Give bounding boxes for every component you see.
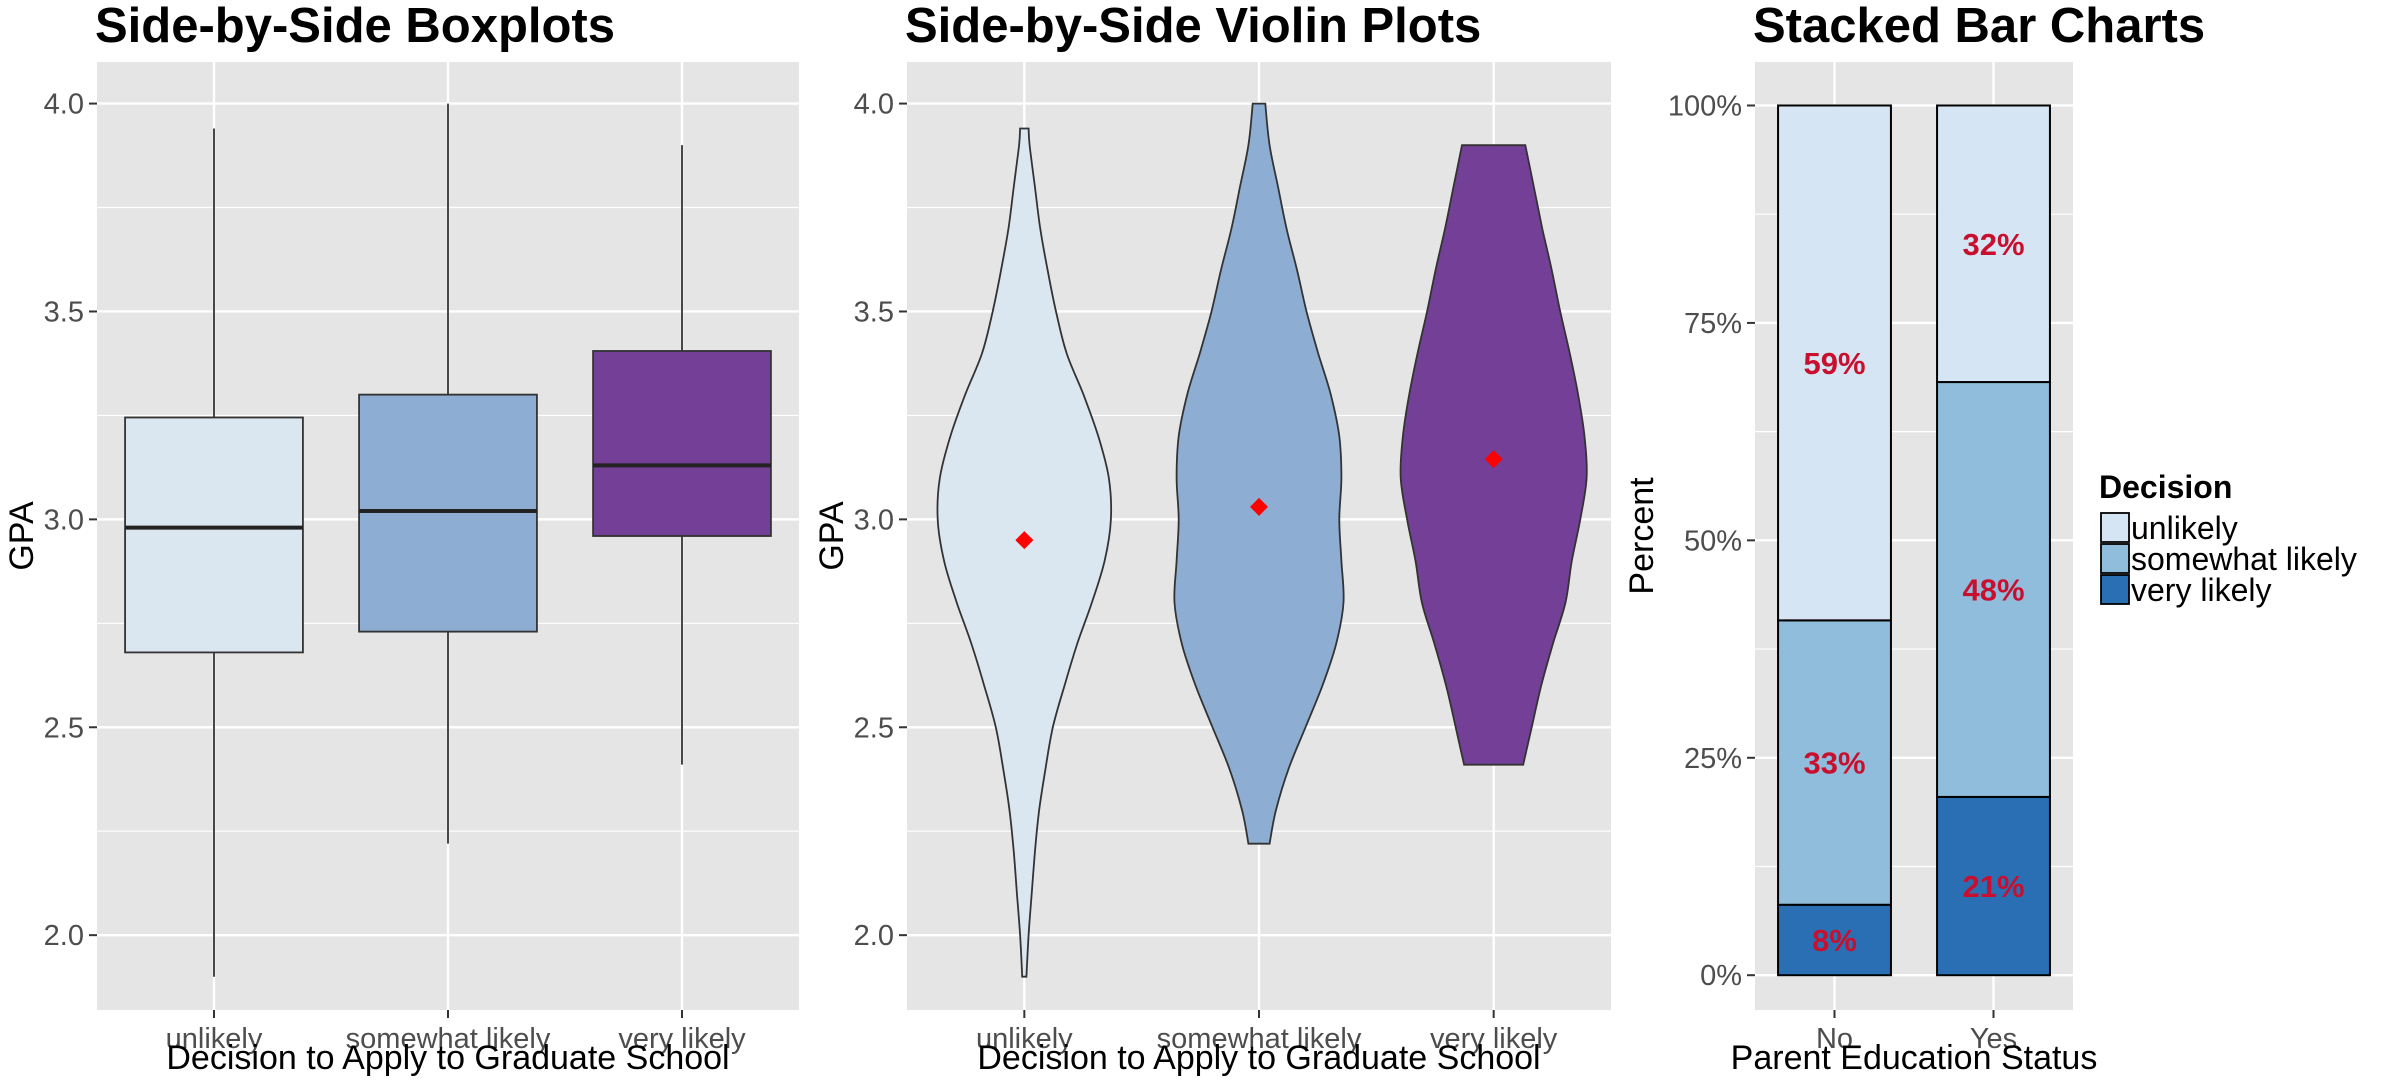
boxplot-x-tick-label: somewhat likely <box>346 1023 551 1055</box>
legend-swatch <box>2100 543 2130 574</box>
stacked-bar-data-labels: 8% 33% 59% 21% 48% 32% <box>1803 227 2024 958</box>
violin-y-tick-label: 2.0 <box>854 920 894 952</box>
boxplot-y-tick-label: 3.5 <box>44 296 84 328</box>
boxplot-y-tick-label: 2.0 <box>44 920 84 952</box>
violin-panel: Side-by-Side Violin Plots 2.0 2.5 3.0 3.5 4.… <box>813 0 1611 1077</box>
violin-marks <box>936 102 1588 978</box>
violin-y-axis-title: GPA <box>813 501 851 571</box>
violin-y-tick-label: 3.5 <box>854 296 894 328</box>
violin-y-tick-label: 3.0 <box>854 504 894 536</box>
violin-mean-marker <box>1250 497 1268 516</box>
legend-swatch <box>2100 512 2130 543</box>
stacked-bar-y-axis-title: Percent <box>1623 477 1661 595</box>
violin-x-axis-title: Decision to Apply to Graduate School <box>977 1039 1540 1077</box>
violin-x-tick-label: unlikely <box>976 1023 1073 1055</box>
stacked-bar-x-tick-label: No <box>1816 1023 1853 1055</box>
boxplot-x-ticks: unlikely somewhat likely very likely <box>166 1010 746 1055</box>
boxplot-y-tick-label: 3.0 <box>44 504 84 536</box>
boxplot-marks <box>124 103 772 977</box>
boxplot-title: Side-by-Side Boxplots <box>95 0 615 53</box>
violin-shape <box>1173 102 1345 845</box>
stacked-bar-data-label: 33% <box>1803 746 1865 781</box>
violin-y-tick-label: 2.5 <box>854 712 894 744</box>
legend-label: very likely <box>2131 572 2271 608</box>
legend-swatch <box>2100 574 2130 605</box>
stacked-bar-x-axis-title: Parent Education Status <box>1731 1039 2098 1077</box>
violin-mean-marker <box>1015 531 1034 550</box>
stacked-bar-segment <box>1936 104 2051 384</box>
boxplot-box <box>124 416 304 654</box>
violin-x-ticks: unlikely somewhat likely very likely <box>976 1010 1558 1055</box>
legend-label: somewhat likely <box>2131 541 2357 577</box>
stacked-bar-y-tick-label: 25% <box>1684 743 1742 775</box>
stacked-bar-x-ticks: No Yes <box>1816 1010 2017 1055</box>
boxplot-y-ticks: 2.0 2.5 3.0 3.5 4.0 <box>44 89 97 952</box>
boxplot-box <box>592 350 772 537</box>
boxplot-x-axis-title: Decision to Apply to Graduate School <box>166 1039 729 1077</box>
stacked-bar-y-tick-label: 50% <box>1684 525 1742 557</box>
stacked-bar-data-label: 21% <box>1962 869 2024 904</box>
stacked-bar-segment <box>1936 381 2051 798</box>
legend-title: Decision <box>2099 469 2232 505</box>
stacked-bar-data-label: 59% <box>1803 346 1865 381</box>
boxplot-panel: Side-by-Side Boxplots 2.0 2.5 3.0 3.5 4.0 un… <box>3 0 799 1077</box>
violin-x-tick-label: somewhat likely <box>1157 1023 1362 1055</box>
boxplot-y-tick-label: 2.5 <box>44 712 84 744</box>
violin-shape <box>936 127 1113 978</box>
stacked-bar-segment <box>1777 104 1892 622</box>
stacked-bar-y-tick-label: 75% <box>1684 308 1742 340</box>
stacked-bar-title: Stacked Bar Charts <box>1753 0 2205 53</box>
stacked-bar-y-tick-label: 0% <box>1700 960 1742 992</box>
boxplot-x-tick-label: very likely <box>618 1023 746 1055</box>
stacked-bar-data-label: 8% <box>1812 923 1857 958</box>
violin-y-ticks: 2.0 2.5 3.0 3.5 4.0 <box>854 89 907 952</box>
violin-x-tick-label: very likely <box>1430 1023 1558 1055</box>
stacked-bar-x-tick-label: Yes <box>1970 1023 2017 1055</box>
stacked-bar-y-tick-label: 100% <box>1668 90 1742 122</box>
violin-y-tick-label: 4.0 <box>854 89 894 121</box>
stacked-bar-data-label: 32% <box>1962 227 2024 262</box>
boxplot-y-tick-label: 4.0 <box>44 89 84 121</box>
stacked-bar-data-label: 48% <box>1962 572 2024 607</box>
stacked-bar-panel: Stacked Bar Charts 0% 25% 50% 75% 100% No Yes… <box>1623 0 2205 1077</box>
stacked-bar-marks <box>1777 104 2051 977</box>
legend-label: unlikely <box>2131 510 2238 546</box>
boxplot-x-tick-label: unlikely <box>166 1023 263 1055</box>
stacked-bar-y-ticks: 0% 25% 50% 75% 100% <box>1668 90 1755 992</box>
violin-mean-marker <box>1484 450 1503 469</box>
boxplot-box <box>358 393 538 633</box>
stacked-bar-segment <box>1936 795 2051 977</box>
violin-title: Side-by-Side Violin Plots <box>905 0 1481 53</box>
boxplot-y-axis-title: GPA <box>3 501 41 571</box>
